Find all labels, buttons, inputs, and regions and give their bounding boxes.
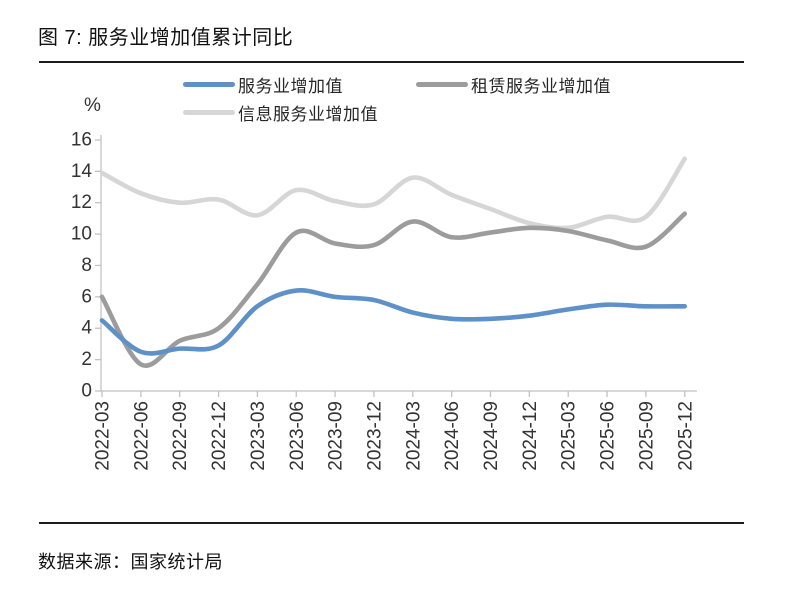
- y-tick-label: 16: [71, 129, 92, 150]
- x-tick-label: 2025-12: [675, 401, 696, 471]
- x-tick-label: 2024-12: [520, 401, 541, 471]
- legend-item-services: 服务业增加值: [183, 74, 343, 96]
- y-tick-label: 12: [71, 192, 92, 213]
- x-tick-label: 2023-03: [248, 401, 269, 471]
- x-tick-label: 2024-06: [442, 401, 463, 471]
- series-line-2: [99, 156, 688, 231]
- series-line-0: [99, 288, 688, 356]
- x-tick-label: 2022-12: [209, 401, 230, 471]
- legend-item-information: 信息服务业增加值: [183, 102, 378, 124]
- y-tick-label: 4: [81, 318, 92, 339]
- y-tick-label: 14: [71, 161, 93, 182]
- x-tick-label: 2022-06: [131, 401, 152, 471]
- legend-item-leasing: 租赁服务业增加值: [416, 74, 611, 96]
- legend-label-services: 服务业增加值: [238, 76, 343, 96]
- y-tick-label: 0: [81, 381, 92, 402]
- y-tick-label: 8: [81, 255, 92, 276]
- x-tick-label: 2023-12: [364, 401, 385, 471]
- x-tick-label: 2023-06: [287, 401, 308, 471]
- footer-divider: [39, 522, 744, 524]
- y-tick-label: 10: [71, 224, 92, 245]
- series-line-1: [99, 211, 688, 368]
- legend-label-leasing: 租赁服务业增加值: [471, 76, 611, 96]
- legend-swatch-services: [183, 81, 235, 87]
- y-tick-label: 2: [81, 349, 92, 370]
- figure-title: 图 7: 服务业增加值累计同比: [38, 27, 294, 49]
- x-tick-label: 2025-06: [598, 401, 619, 471]
- legend-swatch-leasing: [416, 81, 468, 87]
- axis-lines: [100, 135, 697, 392]
- legend-swatch-information: [183, 109, 235, 115]
- x-tick-label: 2024-03: [403, 401, 424, 471]
- x-tick-label: 2025-03: [559, 401, 580, 471]
- y-axis-unit-label: %: [84, 95, 101, 116]
- y-tick-label: 6: [81, 286, 92, 307]
- x-tick-label: 2022-03: [93, 401, 114, 471]
- data-source: 数据来源：国家统计局: [38, 552, 223, 572]
- x-tick-label: 2025-09: [636, 401, 657, 471]
- x-tick-label: 2022-09: [170, 401, 191, 471]
- x-tick-label: 2024-09: [481, 401, 502, 471]
- x-tick-label: 2023-09: [326, 401, 347, 471]
- legend-label-information: 信息服务业增加值: [238, 104, 378, 124]
- title-divider: [39, 61, 744, 63]
